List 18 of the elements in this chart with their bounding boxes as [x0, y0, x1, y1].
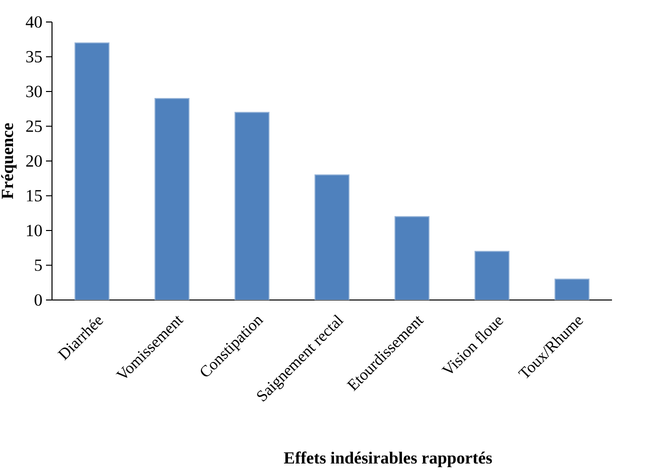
y-tick-label: 40	[26, 16, 42, 28]
bar	[154, 98, 190, 300]
bar	[554, 278, 590, 300]
x-axis-title: Effets indésirables rapportés	[284, 452, 492, 468]
y-tick-label: 0	[34, 294, 42, 306]
y-tick-label: 30	[26, 86, 42, 98]
bar	[234, 112, 270, 300]
bar	[394, 216, 430, 300]
y-tick-label: 35	[26, 51, 42, 62]
bar	[74, 42, 110, 300]
bar	[474, 250, 510, 300]
y-axis-title: Fréquence	[1, 123, 17, 199]
y-tick-label: 5	[34, 260, 42, 271]
y-tick-label: 15	[26, 190, 42, 202]
y-tick-label: 25	[26, 120, 42, 132]
y-tick-label: 20	[26, 155, 42, 167]
bar	[314, 174, 350, 300]
y-tick-label: 10	[26, 224, 42, 236]
